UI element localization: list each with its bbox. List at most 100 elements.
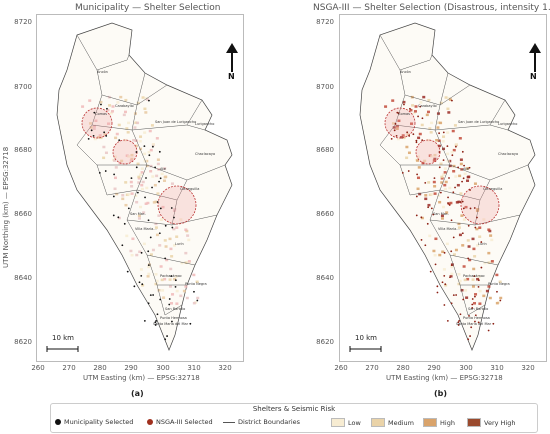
risk-cell [139,268,143,271]
risk-cell [156,158,160,161]
risk-cell [89,126,93,129]
risk-cell [179,218,183,221]
risk-cell [136,101,140,105]
risk-cell [173,277,177,281]
shelter-dot [415,141,418,144]
risk-cell [168,278,172,281]
risk-cell [441,140,445,143]
risk-cell [445,211,449,214]
risk-cell [423,159,427,163]
risk-cell [175,235,179,238]
shelter-dot [154,321,157,324]
shelter-dot [436,285,439,288]
district-boundary [459,284,486,316]
risk-cell [161,289,165,292]
risk-cell [160,172,164,176]
risk-cell [395,124,399,128]
shelter-dot [459,313,462,316]
risk-zone-circle [415,139,441,165]
shelter-dot [446,319,449,322]
shelter-dot [93,111,96,114]
district-label: Cieneguilla [180,187,199,191]
risk-cell [471,237,475,241]
risk-cell [144,97,148,100]
shelter-dot [105,135,108,137]
risk-cell [154,282,158,286]
risk-cell [447,97,451,100]
risk-cell [143,131,147,134]
district-label: Punta Hermosa [160,316,187,320]
risk-cell [117,123,121,127]
shelter-dot [454,186,456,189]
shelter-dot [138,281,141,284]
risk-cell [405,145,409,149]
shelter-dot [447,202,449,204]
risk-cell [147,272,151,276]
risk-cell [144,202,148,205]
legend-label: Low [348,418,361,427]
risk-cell [430,155,434,158]
shelter-dot [452,191,455,194]
shelter-dot [147,302,150,305]
shelter-dot [118,139,121,142]
risk-cell [130,253,134,257]
risk-cell [154,222,158,226]
risk-cell [427,98,431,102]
risk-cell [150,124,154,127]
north-arrow-head-icon [226,43,238,53]
legend-item-very-high: Very High [467,418,515,427]
shelter-dot [477,285,480,288]
risk-cell [429,131,433,134]
risk-cell [106,108,110,112]
shelter-dot [123,222,126,225]
shelter-dot [457,321,460,324]
risk-cell [102,156,106,160]
risk-cell [127,121,131,125]
risk-cell [129,180,133,184]
risk-cell [459,162,463,166]
risk-cell [485,289,489,293]
risk-cell [432,159,436,162]
shelter-dot [168,303,171,306]
risk-cell [465,296,469,299]
panel-a-title: Municipality — Shelter Selection [75,3,221,13]
shelter-dot [427,206,430,209]
risk-cell [125,234,129,238]
risk-cell [143,107,147,111]
risk-cell [155,174,159,178]
risk-cell [141,96,145,99]
xtick: 290 [124,364,138,372]
risk-cell [443,183,447,187]
shelter-dot [196,299,199,302]
risk-cell [153,183,157,187]
risk-cell [182,289,186,293]
risk-cell [184,251,188,255]
risk-cell [171,293,175,296]
xtick: 310 [490,364,504,372]
risk-cell [145,159,149,163]
ytick: 8720 [316,18,334,26]
risk-cell [441,250,445,254]
swatch-low-icon [331,418,345,427]
risk-cell [192,301,196,305]
risk-cell [473,302,477,305]
risk-cell [433,253,437,257]
shelter-dot [103,131,106,134]
shelter-dot [90,129,93,132]
risk-cell [448,98,452,101]
risk-cell [424,194,428,197]
shelter-dot [171,226,174,229]
ytick: 8700 [14,83,32,91]
district-boundary [76,34,130,71]
risk-cell [499,296,503,300]
risk-cell [407,151,411,155]
shelter-dot [449,276,451,279]
risk-cell [93,137,97,141]
shelter-dot [468,166,471,169]
shelter-dot [136,191,139,194]
shelter-dot [432,213,435,216]
shelter-dot [446,145,449,148]
risk-cell [468,258,472,262]
shelter-dot [408,135,411,137]
risk-cell [488,296,492,300]
